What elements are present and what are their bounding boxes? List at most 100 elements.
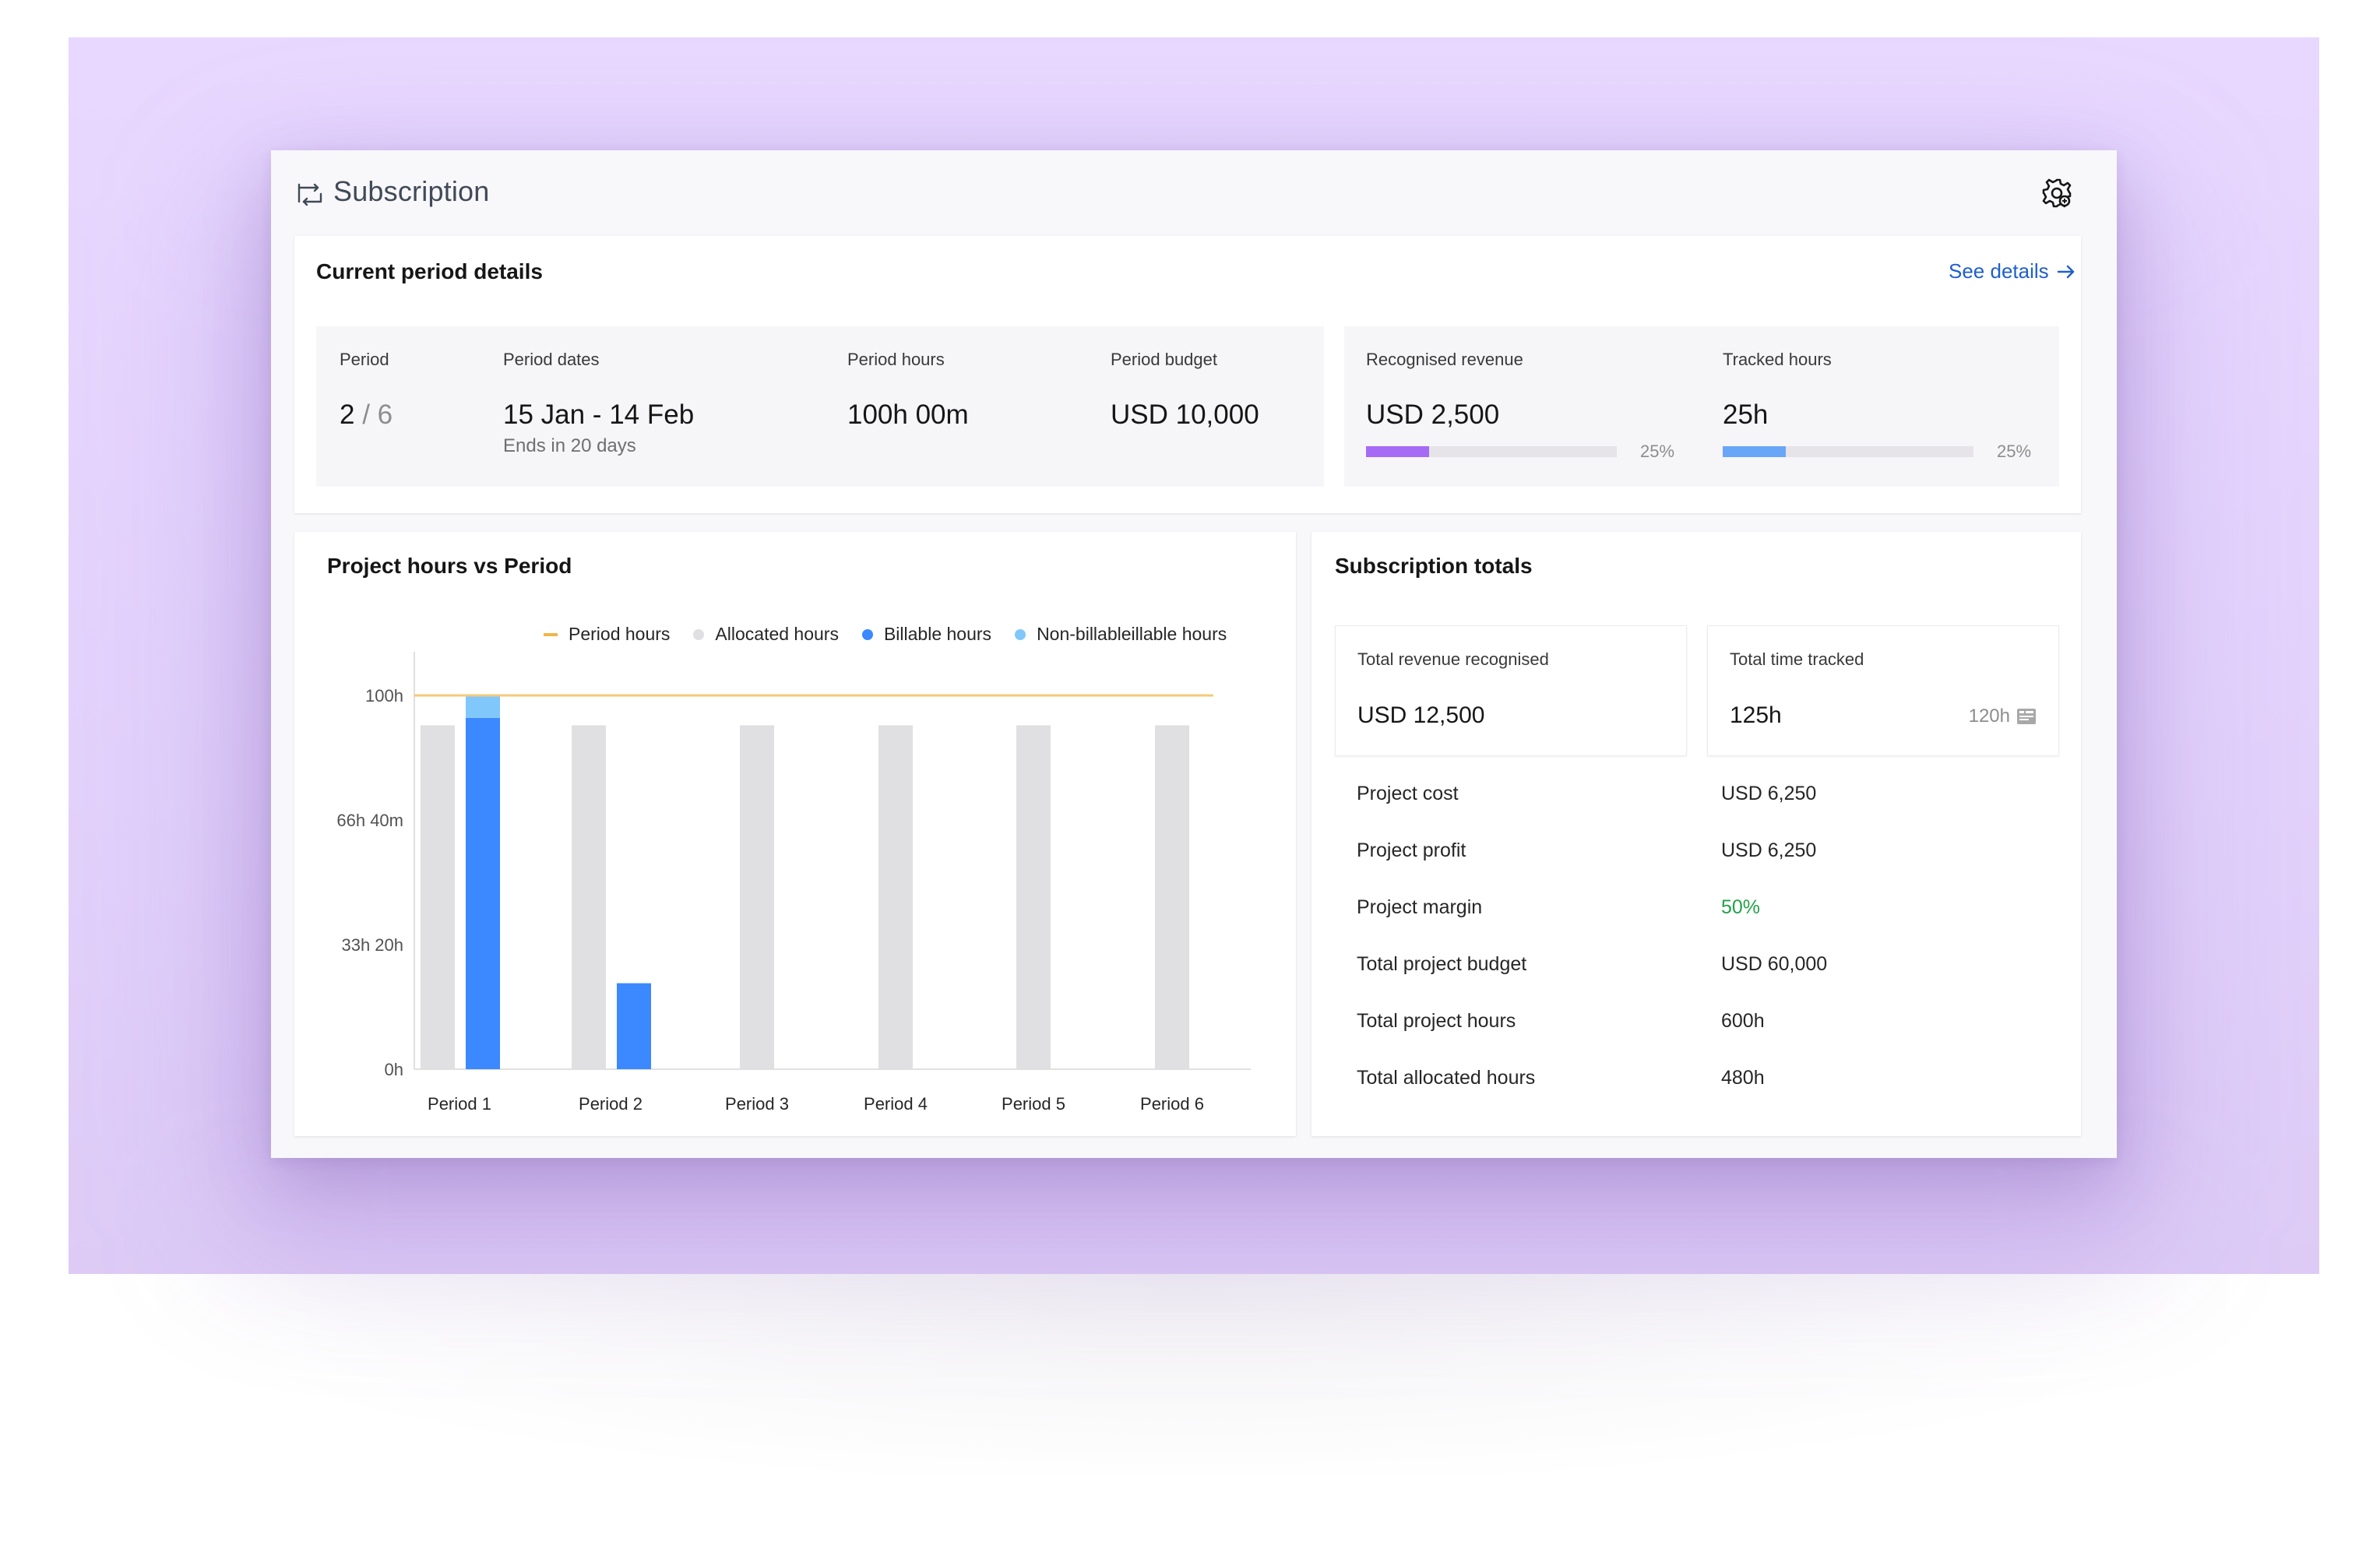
total-revenue-value: USD 12,500 xyxy=(1357,702,1485,728)
period-ends-text: Ends in 20 days xyxy=(503,435,636,456)
period-label: Period xyxy=(340,350,389,369)
revenue-progress-bar xyxy=(1366,446,1617,457)
period-dates-value: 15 Jan - 14 Feb xyxy=(503,399,695,430)
y-tick-label: 33h 20h xyxy=(341,935,403,955)
totals-row-label: Project profit xyxy=(1357,839,1466,861)
current-period-title: Current period details xyxy=(316,259,543,283)
billable-time-value: 120h xyxy=(1968,706,2010,727)
gear-icon[interactable] xyxy=(2040,177,2073,209)
subscription-totals-card: Subscription totals Total revenue recogn… xyxy=(1311,532,2081,1136)
chart-title: Project hours vs Period xyxy=(327,554,572,578)
totals-row-value: 50% xyxy=(1721,896,1761,918)
window-header: Subscription xyxy=(271,150,2117,236)
totals-row-value: 480h xyxy=(1721,1067,1765,1089)
legend-item: Non-billableillable hours xyxy=(1015,624,1227,645)
period-progress-tile: Recognised revenue USD 2,500 25% Tracked… xyxy=(1344,326,2059,487)
tracked-hours-label: Tracked hours xyxy=(1723,350,1832,369)
x-tick-label: Period 4 xyxy=(864,1094,928,1114)
tracked-progress-bar xyxy=(1723,446,1973,457)
totals-row: Project cost USD 6,250 xyxy=(1357,783,2058,839)
project-hours-chart-card: Project hours vs Period Period hours Allo… xyxy=(294,532,1296,1136)
legend-label: Billable hours xyxy=(883,624,992,644)
totals-list: Project cost USD 6,250 Project profit USD 6… xyxy=(1357,783,2058,1124)
y-tick-label: 100h xyxy=(365,686,403,706)
floor-shadow xyxy=(156,1274,2227,1476)
y-tick-label: 66h 40m xyxy=(336,811,403,830)
totals-row-label: Total project budget xyxy=(1357,953,1527,975)
totals-row-label: Total project hours xyxy=(1357,1010,1516,1032)
x-tick-label: Period 2 xyxy=(579,1094,643,1114)
totals-row: Total project budget USD 60,000 xyxy=(1357,953,2058,1010)
legend-label: Period hours xyxy=(569,624,671,644)
x-tick-label: Period 1 xyxy=(428,1094,491,1114)
totals-row-value: USD 6,250 xyxy=(1721,783,1817,804)
period-separator: / xyxy=(362,399,370,430)
legend-swatch xyxy=(693,628,705,640)
totals-row: Project profit USD 6,250 xyxy=(1357,839,2058,896)
x-tick-label: Period 6 xyxy=(1140,1094,1204,1114)
totals-row: Total project hours 600h xyxy=(1357,1010,2058,1067)
project-hours-chart: 0h 33h 20h 66h 40m 100h Period 1 Period 2 Peri… xyxy=(336,652,1251,1114)
x-tick-label: Period 3 xyxy=(725,1094,789,1114)
subscription-window: Subscription Current period details See … xyxy=(271,150,2117,1158)
period-hours-value: 100h 00m xyxy=(847,399,969,430)
revenue-progress-percent: 25% xyxy=(1640,442,1675,461)
bar-billable-hours xyxy=(617,983,651,1069)
tracked-hours-value: 25h xyxy=(1723,399,1769,430)
window-title: Subscription xyxy=(333,175,490,207)
billable-time-note: 120h xyxy=(1969,706,2037,727)
total-time-label: Total time tracked xyxy=(1730,649,1864,669)
totals-row-label: Total allocated hours xyxy=(1357,1067,1536,1089)
total-revenue-card: Total revenue recognised USD 12,500 xyxy=(1335,625,1687,756)
total-time-value: 125h xyxy=(1730,702,1782,728)
period-budget-value: USD 10,000 xyxy=(1111,399,1259,430)
legend-swatch xyxy=(544,632,558,636)
bar-non-billable-hours xyxy=(466,695,500,718)
revenue-progress-fill xyxy=(1366,446,1429,457)
totals-row-value: USD 60,000 xyxy=(1721,953,1828,975)
y-tick-label: 0h xyxy=(385,1060,403,1079)
x-tick-label: Period 5 xyxy=(1002,1094,1065,1114)
legend-item: Billable hours xyxy=(861,624,992,645)
period-hours-label: Period hours xyxy=(847,350,945,369)
bar-allocated-hours xyxy=(1016,725,1051,1069)
totals-row: Project margin 50% xyxy=(1357,896,2058,953)
period-budget-label: Period budget xyxy=(1111,350,1217,369)
recognised-revenue-label: Recognised revenue xyxy=(1366,350,1523,369)
tracked-progress-fill xyxy=(1723,446,1786,457)
legend-label: Allocated hours xyxy=(715,624,839,644)
totals-title: Subscription totals xyxy=(1335,554,1533,578)
see-details-label: See details xyxy=(1949,259,2049,283)
recognised-revenue-value: USD 2,500 xyxy=(1366,399,1500,430)
period-total: 6 xyxy=(377,399,393,430)
totals-row: Total allocated hours 480h xyxy=(1357,1067,2058,1124)
total-time-card: Total time tracked 125h 120h xyxy=(1707,625,2059,756)
period-info-tile: Period 2 / 6 Period dates 15 Jan - 14 Fe… xyxy=(316,326,1324,487)
period-dates-label: Period dates xyxy=(503,350,600,369)
total-revenue-label: Total revenue recognised xyxy=(1357,649,1549,669)
legend-swatch xyxy=(861,628,873,640)
bar-allocated-hours xyxy=(572,725,606,1069)
legend-label: Non-billableillable hours xyxy=(1037,624,1227,644)
subscription-icon xyxy=(298,183,322,206)
totals-row-value: USD 6,250 xyxy=(1721,839,1817,861)
bar-allocated-hours xyxy=(1155,725,1189,1069)
totals-row-label: Project cost xyxy=(1357,783,1459,804)
current-period-card: Current period details See details Perio… xyxy=(294,236,2081,513)
period-current: 2 xyxy=(340,399,355,430)
period-value: 2 / 6 xyxy=(340,399,393,431)
totals-row-value: 600h xyxy=(1721,1010,1765,1032)
legend-swatch xyxy=(1015,628,1026,640)
legend-item: Allocated hours xyxy=(693,624,839,645)
arrow-right-icon xyxy=(2057,265,2074,278)
bar-allocated-hours xyxy=(421,725,455,1069)
billing-icon xyxy=(2017,709,2036,724)
tracked-progress-percent: 25% xyxy=(1997,442,2032,461)
chart-legend: Period hours Allocated hours Billable hour… xyxy=(544,624,1227,645)
legend-item: Period hours xyxy=(544,624,670,645)
totals-row-label: Project margin xyxy=(1357,896,1483,918)
bar-allocated-hours xyxy=(740,725,774,1069)
see-details-link[interactable]: See details xyxy=(1949,259,2077,283)
bar-allocated-hours xyxy=(878,725,913,1069)
bar-billable-hours xyxy=(466,717,500,1069)
